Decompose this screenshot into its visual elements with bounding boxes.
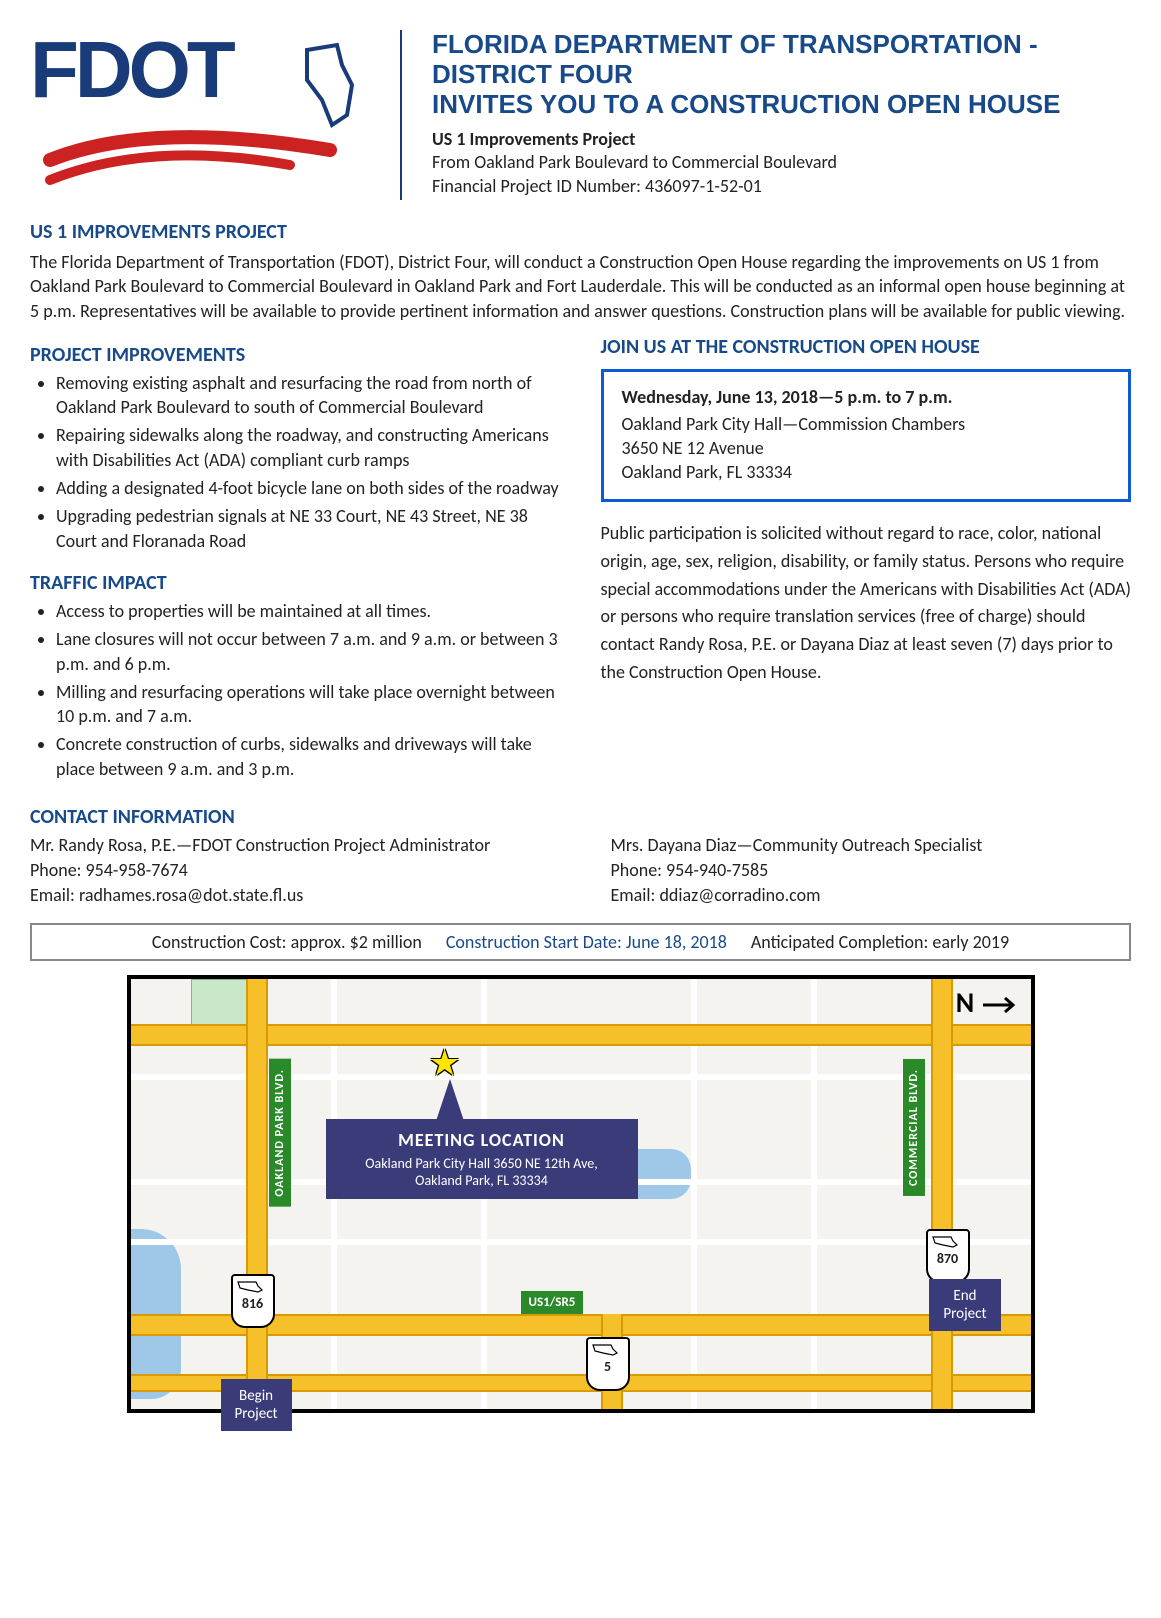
contact-phone: Phone: 954-958-7674 bbox=[30, 858, 551, 883]
contact-name: Mr. Randy Rosa, P.E.—FDOT Construction P… bbox=[30, 833, 551, 858]
begin-tag: Begin Project bbox=[221, 1379, 292, 1431]
route-shield-816: 816 bbox=[231, 1274, 275, 1328]
map: OAKLAND PARK BLVD. COMMERCIAL BLVD. US1/… bbox=[127, 975, 1035, 1413]
list-item: Removing existing asphalt and resurfacin… bbox=[56, 371, 561, 420]
join-heading-p2: THE CONSTRUCTION OPEN HOUSE bbox=[696, 335, 980, 359]
event-addr1: 3650 NE 12 Avenue bbox=[622, 436, 1111, 460]
contact-row: Mr. Randy Rosa, P.E.—FDOT Construction P… bbox=[30, 833, 1131, 909]
event-venue: Oakland Park City Hall—Commission Chambe… bbox=[622, 412, 1111, 436]
traffic-list: Access to properties will be maintained … bbox=[30, 599, 561, 781]
list-item: Repairing sidewalks along the roadway, a… bbox=[56, 423, 561, 472]
oakland-label: OAKLAND PARK BLVD. bbox=[269, 1059, 291, 1207]
improvements-list: Removing existing asphalt and resurfacin… bbox=[30, 371, 561, 553]
callout-line2: Oakland Park, FL 33334 bbox=[342, 1172, 622, 1189]
callout-pointer bbox=[436, 1079, 464, 1121]
event-datetime: Wednesday, June 13, 2018—5 p.m. to 7 p.m… bbox=[622, 386, 1111, 408]
header-row: FDOT FLORIDA DEPARTMENT OF TRANSPORTATIO… bbox=[30, 30, 1131, 200]
summary-bar: Construction Cost: approx. $2 million Co… bbox=[30, 923, 1131, 961]
callout-title: MEETING LOCATION bbox=[342, 1129, 622, 1151]
meeting-callout: MEETING LOCATION Oakland Park City Hall … bbox=[326, 1119, 638, 1199]
us1-label: US1/SR5 bbox=[521, 1291, 584, 1314]
major-road-oakland bbox=[246, 979, 268, 1409]
contact-email: Email: ddiaz@corradino.com bbox=[611, 883, 1132, 908]
title-line1: FLORIDA DEPARTMENT OF TRANSPORTATION - D… bbox=[432, 29, 1038, 89]
list-item: Access to properties will be maintained … bbox=[56, 599, 561, 623]
improvements-heading: PROJECT IMPROVEMENTS bbox=[30, 343, 561, 367]
left-col: PROJECT IMPROVEMENTS Removing existing a… bbox=[30, 333, 561, 787]
project-desc: From Oakland Park Boulevard to Commercia… bbox=[432, 150, 1131, 174]
route-shield-870: 870 bbox=[926, 1229, 970, 1283]
summary-cost: Construction Cost: approx. $2 million bbox=[152, 931, 422, 953]
contact-email: Email: radhames.rosa@dot.state.fl.us bbox=[30, 883, 551, 908]
list-item: Concrete construction of curbs, sidewalk… bbox=[56, 732, 561, 781]
header-text-block: FLORIDA DEPARTMENT OF TRANSPORTATION - D… bbox=[432, 30, 1131, 198]
compass-icon: N bbox=[956, 985, 1021, 1020]
event-box: Wednesday, June 13, 2018—5 p.m. to 7 p.m… bbox=[601, 369, 1132, 502]
route-shield-5: 5 bbox=[586, 1337, 630, 1391]
right-col: JOIN US AT THE CONSTRUCTION OPEN HOUSE W… bbox=[601, 333, 1132, 787]
contact-left: Mr. Randy Rosa, P.E.—FDOT Construction P… bbox=[30, 833, 551, 909]
contact-right: Mrs. Dayana Diaz—Community Outreach Spec… bbox=[611, 833, 1132, 909]
commercial-label: COMMERCIAL BLVD. bbox=[903, 1059, 925, 1196]
intro-text: The Florida Department of Transportation… bbox=[30, 250, 1131, 323]
event-addr2: Oakland Park, FL 33334 bbox=[622, 460, 1111, 484]
traffic-heading: TRAFFIC IMPACT bbox=[30, 571, 561, 595]
end-tag: End Project bbox=[929, 1279, 1000, 1331]
list-item: Lane closures will not occur between 7 a… bbox=[56, 627, 561, 676]
main-title: FLORIDA DEPARTMENT OF TRANSPORTATION - D… bbox=[432, 30, 1131, 120]
contact-phone: Phone: 954-940-7585 bbox=[611, 858, 1132, 883]
major-road-commercial bbox=[931, 979, 953, 1409]
title-line2: INVITES YOU TO A CONSTRUCTION OPEN HOUSE bbox=[432, 89, 1060, 119]
shield-number: 870 bbox=[937, 1250, 958, 1267]
list-item: Milling and resurfacing operations will … bbox=[56, 680, 561, 729]
list-item: Upgrading pedestrian signals at NE 33 Co… bbox=[56, 504, 561, 553]
list-item: Adding a designated 4-foot bicycle lane … bbox=[56, 476, 561, 500]
compass-label: N bbox=[956, 985, 974, 1020]
join-heading: JOIN US AT THE CONSTRUCTION OPEN HOUSE bbox=[601, 335, 1132, 359]
summary-completion: Anticipated Completion: early 2019 bbox=[751, 931, 1009, 953]
intro-heading: US 1 IMPROVEMENTS PROJECT bbox=[30, 220, 1131, 244]
header-divider bbox=[400, 30, 402, 200]
summary-start: Construction Start Date: June 18, 2018 bbox=[446, 931, 727, 953]
shield-number: 5 bbox=[604, 1358, 611, 1375]
fdot-logo: FDOT bbox=[30, 30, 370, 190]
participation-text: Public participation is solicited withou… bbox=[601, 520, 1132, 687]
callout-line1: Oakland Park City Hall 3650 NE 12th Ave, bbox=[342, 1155, 622, 1172]
join-heading-p1: JOIN US AT bbox=[601, 335, 696, 359]
shield-number: 816 bbox=[242, 1295, 263, 1312]
two-col-section: PROJECT IMPROVEMENTS Removing existing a… bbox=[30, 333, 1131, 787]
contact-heading: CONTACT INFORMATION bbox=[30, 805, 1131, 829]
project-name: US 1 Improvements Project bbox=[432, 128, 1131, 150]
contact-name: Mrs. Dayana Diaz—Community Outreach Spec… bbox=[611, 833, 1132, 858]
project-id: Financial Project ID Number: 436097-1-52… bbox=[432, 174, 1131, 198]
